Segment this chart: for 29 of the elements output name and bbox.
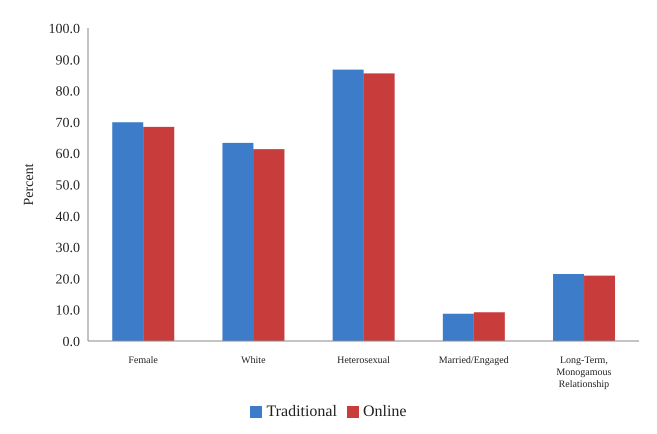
bar (364, 73, 395, 341)
y-tick-label: 20.0 (56, 272, 80, 288)
y-tick-label: 50.0 (56, 178, 80, 194)
bar (332, 70, 364, 341)
y-tick-label: 30.0 (56, 241, 80, 256)
x-tick-label: Heterosexual (337, 355, 390, 366)
bar (143, 126, 174, 341)
x-tick-label: Married/Engaged (438, 355, 509, 366)
y-tick-label: 100.0 (48, 22, 80, 37)
bar (474, 312, 505, 341)
bar (112, 122, 144, 341)
y-tick-label: 60.0 (56, 147, 80, 162)
y-tick-label: 10.0 (56, 304, 80, 319)
legend-label: Traditional (266, 403, 337, 420)
bar (584, 276, 616, 341)
y-axis-title: Percent (22, 163, 37, 206)
bar (442, 314, 474, 341)
legend-label: Online (362, 403, 407, 420)
x-tick-label: Female (128, 355, 158, 366)
y-tick-label: 0.0 (62, 334, 80, 350)
y-tick-label: 80.0 (56, 84, 80, 100)
y-tick-label: 40.0 (56, 210, 80, 225)
y-tick-label: 90.0 (56, 53, 80, 68)
bar (553, 274, 584, 341)
x-tick-label: White (241, 355, 266, 366)
bar (222, 142, 254, 341)
x-tick-label: Long-Term, Monogamous Relationship (556, 355, 612, 390)
y-tick-label: 70.0 (56, 116, 80, 131)
bar (253, 149, 284, 341)
